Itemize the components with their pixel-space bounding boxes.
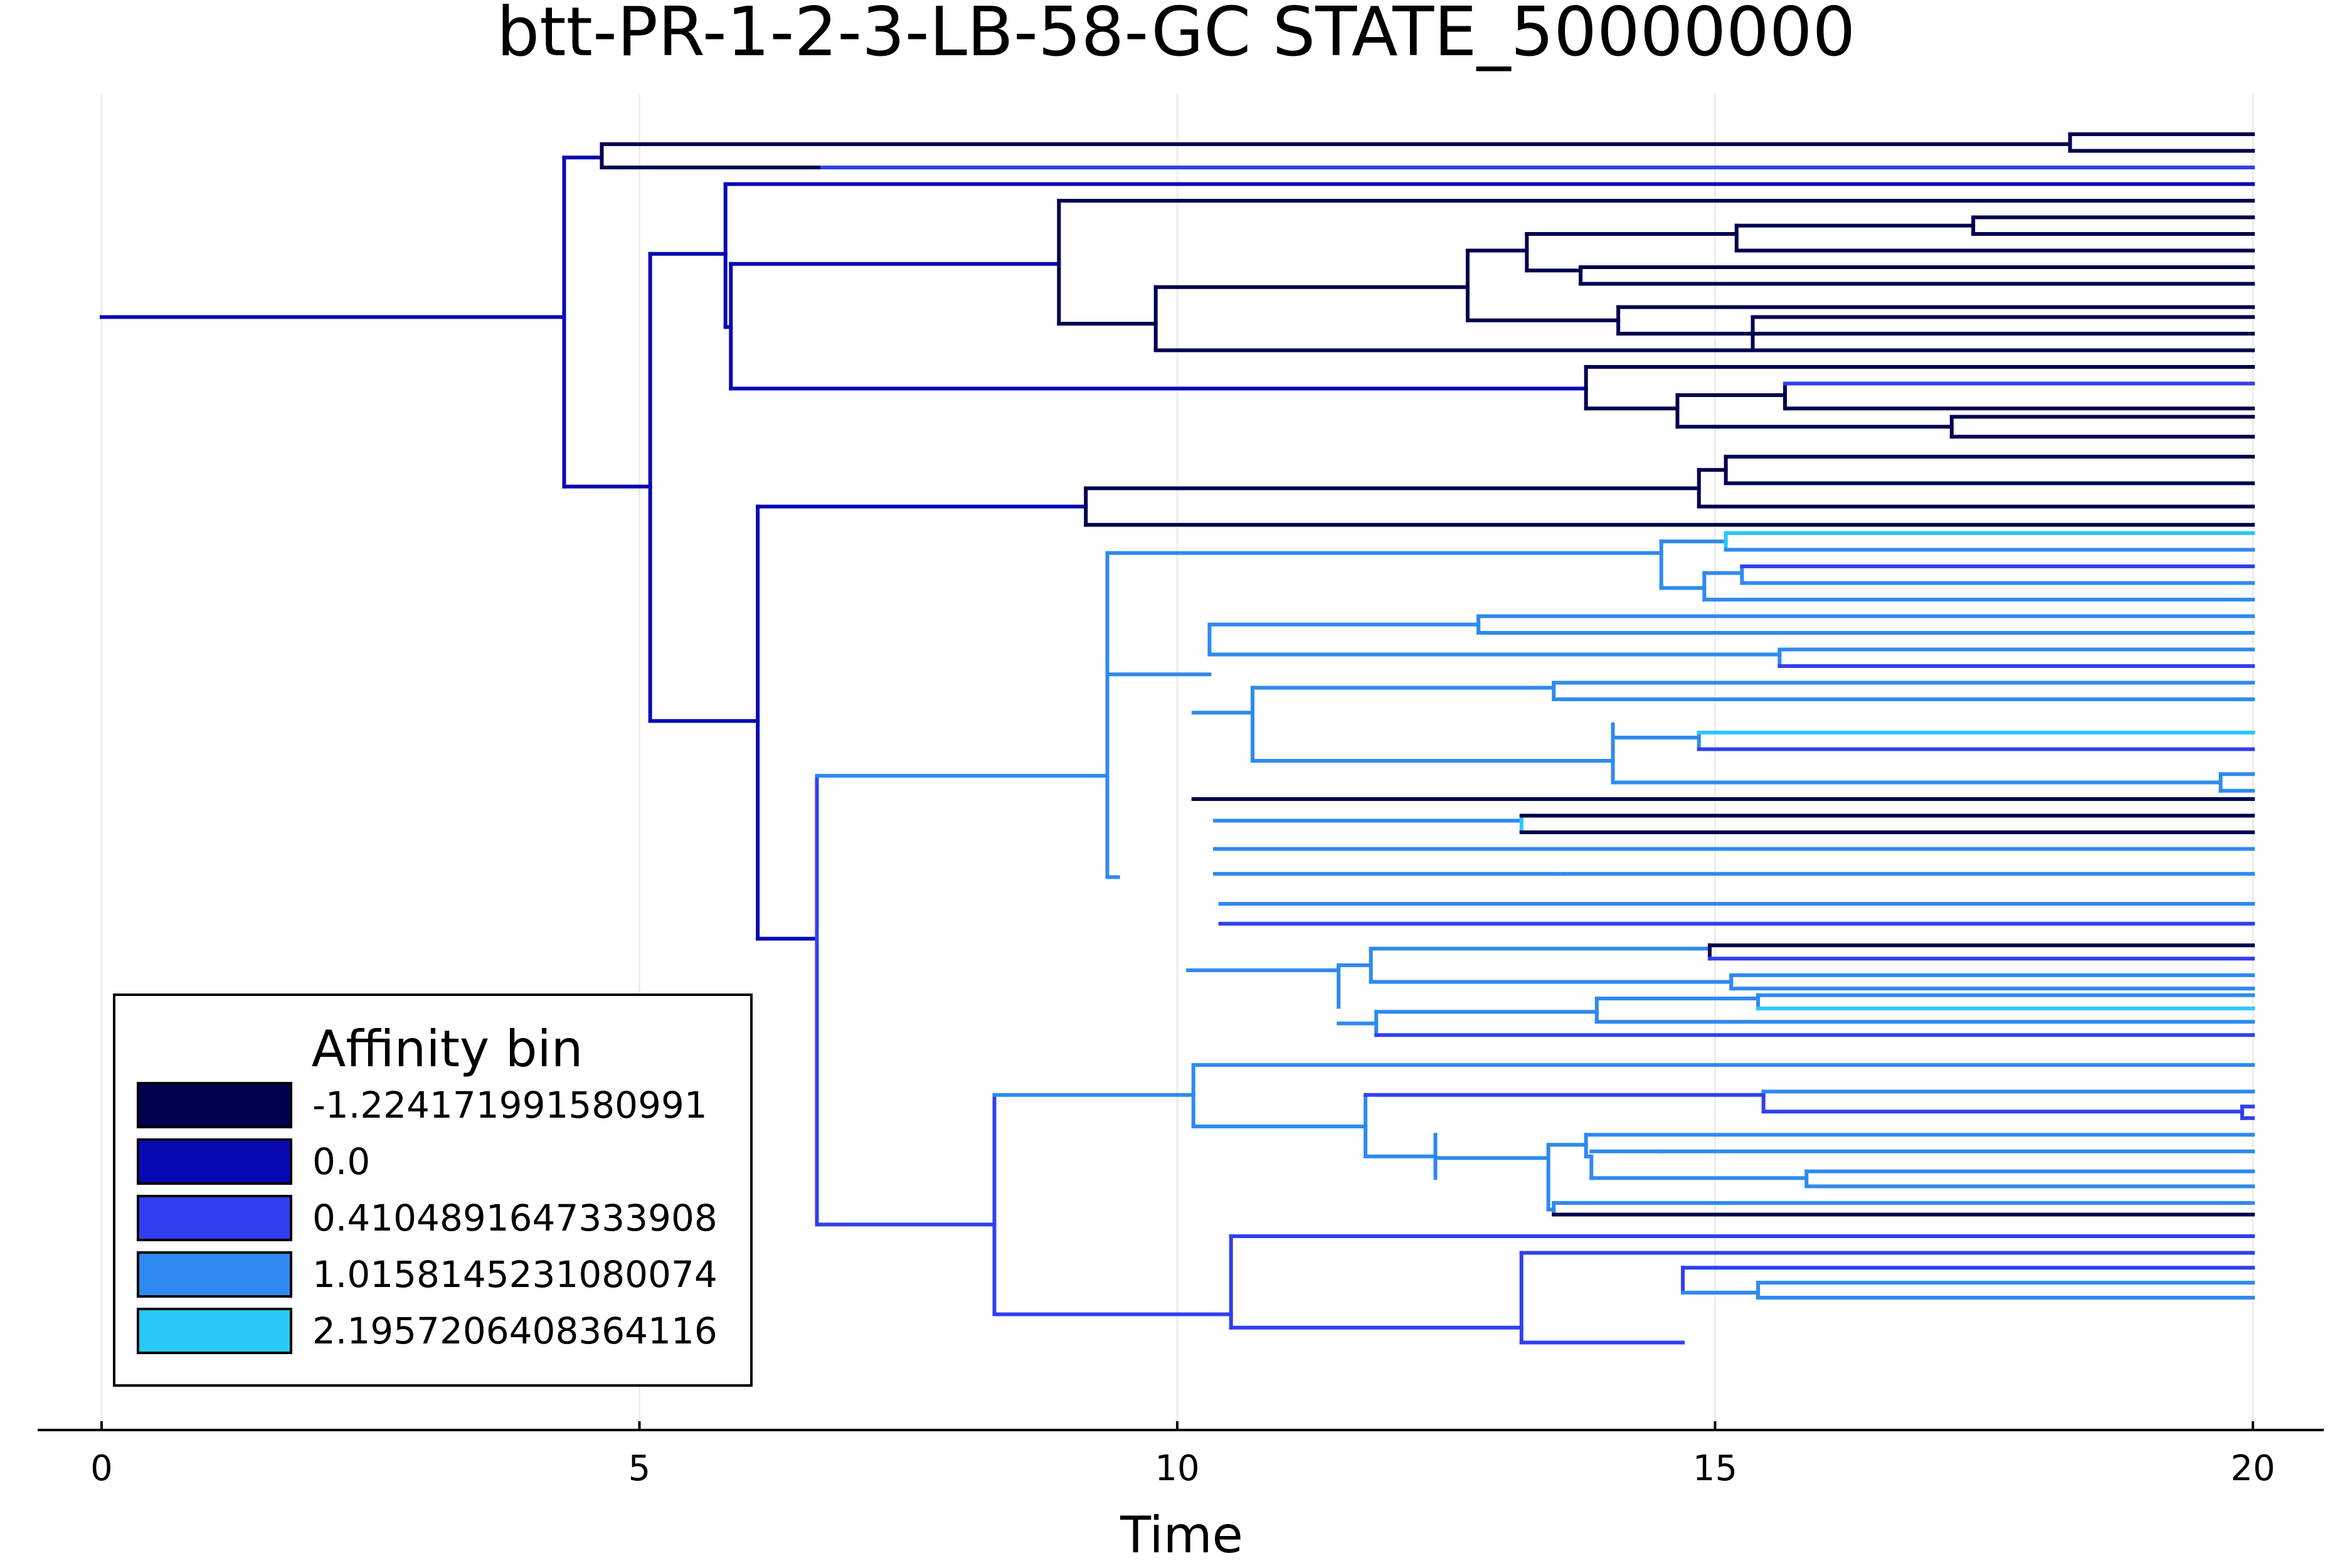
- x-axis: 0 5 10 15 20: [38, 1421, 2324, 1489]
- legend-label: -1.224171991580991: [312, 1084, 707, 1126]
- legend-label: 2.1957206408364116: [312, 1310, 718, 1352]
- x-tick-label: 10: [1155, 1448, 1199, 1489]
- legend-entries: -1.224171991580991 0.0 0.4104891647333908 1…: [137, 1082, 718, 1354]
- branches: [100, 132, 2255, 1345]
- legend-swatch: [137, 1308, 292, 1354]
- legend-swatch: [137, 1138, 292, 1185]
- legend-title: Affinity bin: [312, 1020, 583, 1078]
- x-tick-label: 20: [2230, 1448, 2275, 1489]
- legend-label: 1.0158145231080074: [312, 1253, 718, 1296]
- legend: Affinity bin -1.224171991580991 0.0 0.4104…: [113, 993, 753, 1387]
- legend-swatch: [137, 1195, 292, 1241]
- x-tick-label: 0: [90, 1448, 113, 1489]
- x-axis-title: Time: [1120, 1506, 1243, 1564]
- legend-swatch: [137, 1082, 292, 1128]
- legend-box: [113, 993, 753, 1387]
- legend-label: 0.4104891647333908: [312, 1197, 718, 1239]
- x-tick-label: 15: [1693, 1448, 1737, 1489]
- legend-swatch: [137, 1251, 292, 1298]
- x-tick-label: 5: [628, 1448, 651, 1489]
- legend-label: 0.0: [312, 1140, 370, 1183]
- chart-title: btt-PR-1-2-3-LB-58-GC STATE_50000000: [497, 0, 1856, 72]
